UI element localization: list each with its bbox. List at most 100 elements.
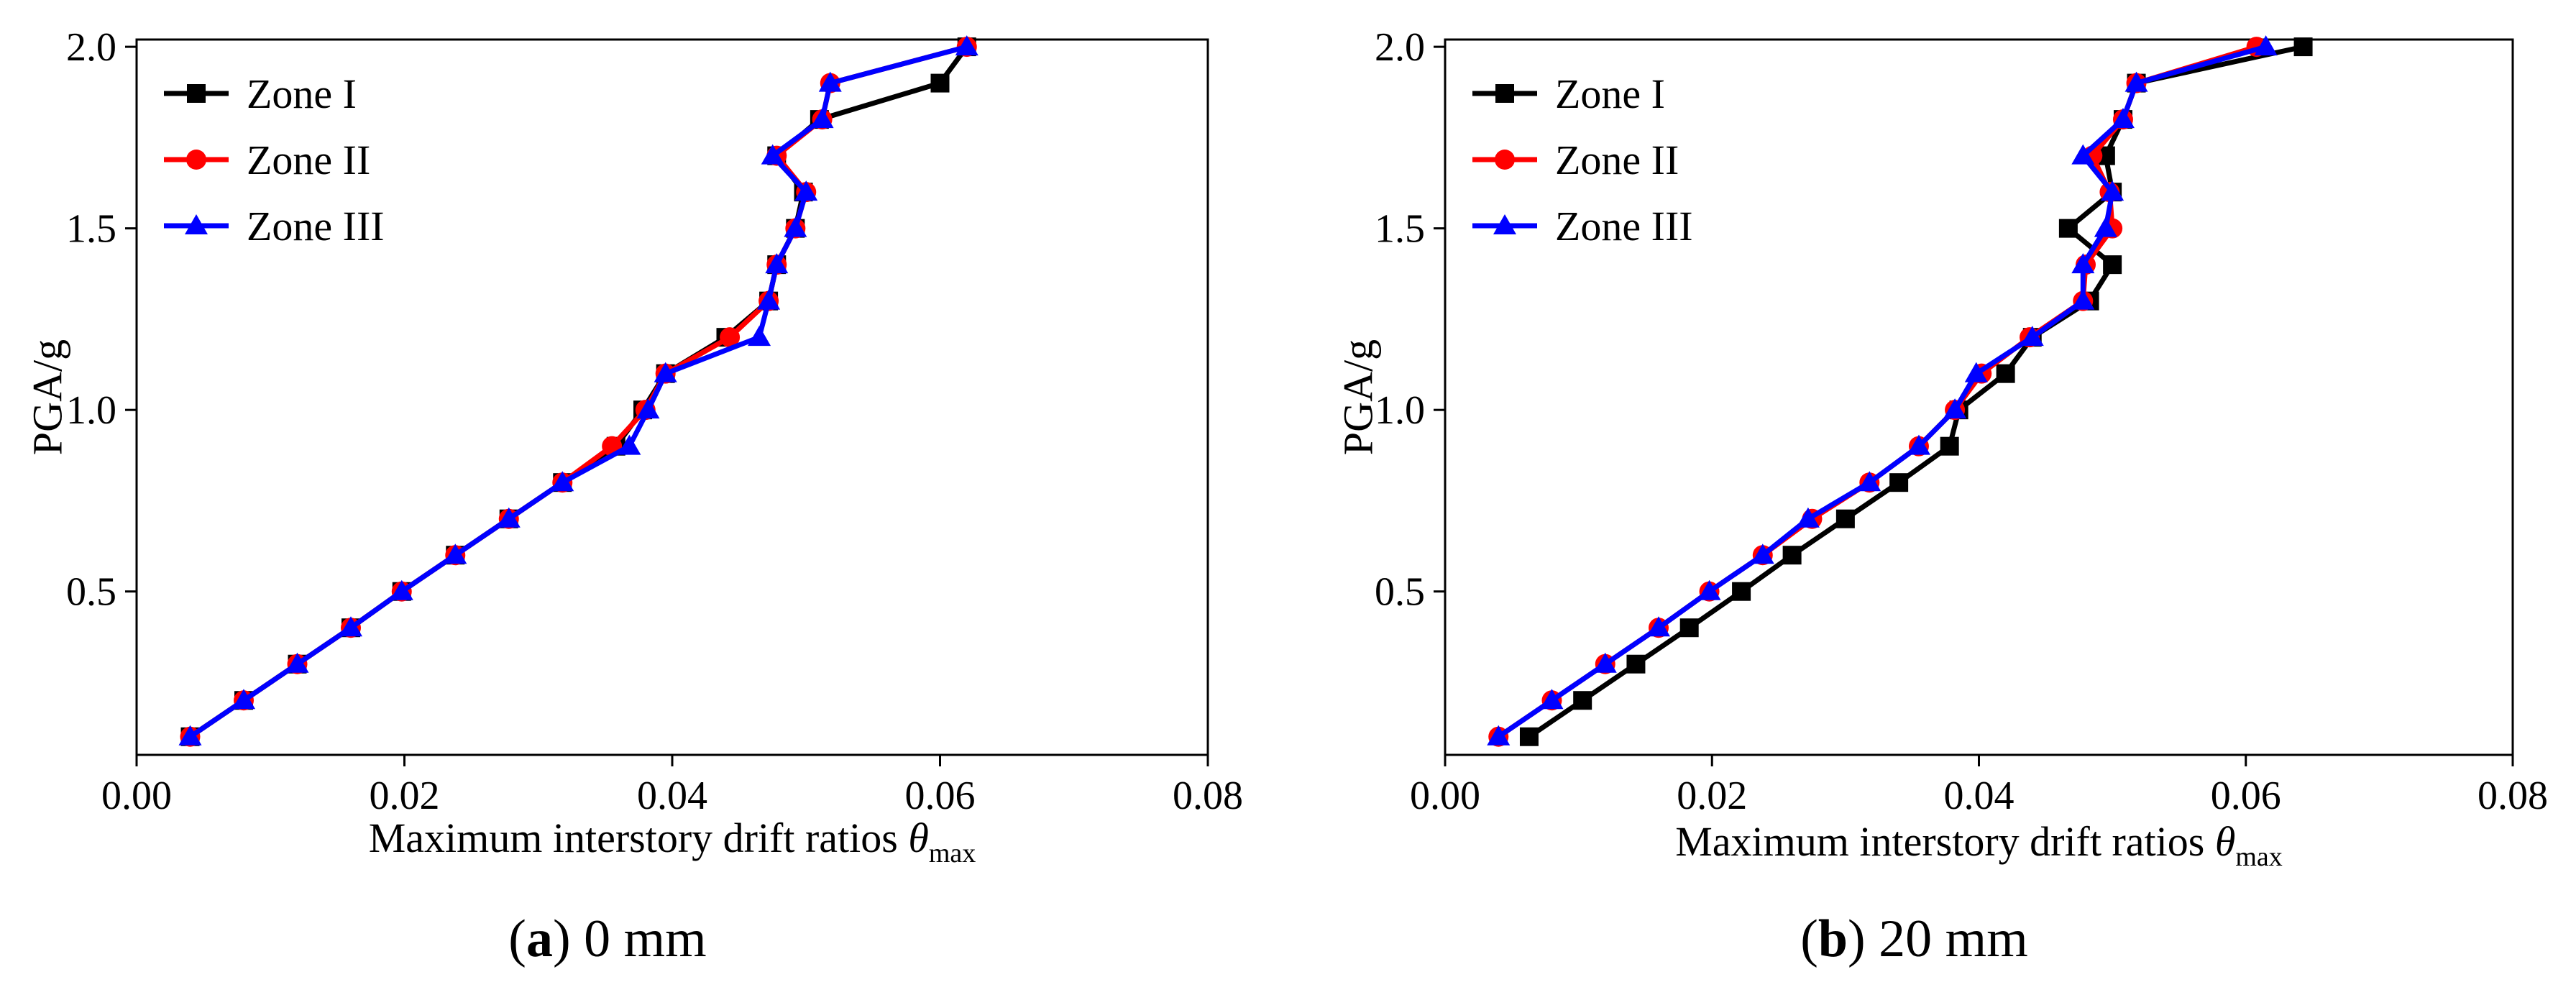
chart-panel-b: 0.00 0.02 0.04 0.06 0.08 0.5 1.0 1.5 2.0 PGA/g Max… <box>1334 25 2548 968</box>
legend: Zone I Zone II Zone III <box>1472 70 1693 249</box>
x-tick-label: 0.08 <box>2478 774 2548 818</box>
series-zone-iii <box>1487 35 2278 746</box>
data-point <box>1487 725 1511 746</box>
x-axis-label-symbol: θ <box>2215 818 2236 865</box>
y-axis-label: PGA/g <box>1334 339 1381 455</box>
data-point <box>1593 652 1617 673</box>
data-point <box>1751 544 1774 564</box>
data-point <box>1943 398 1967 419</box>
data-point <box>818 71 842 92</box>
legend-label: Zone II <box>247 137 370 183</box>
x-axis-label-subscript: max <box>2235 842 2282 872</box>
x-tick-label: 0.06 <box>905 774 976 818</box>
y-tick-label: 1.0 <box>1375 388 1425 433</box>
data-point <box>2071 253 2095 274</box>
x-tick-label: 0.04 <box>637 774 707 818</box>
data-point <box>1732 582 1751 601</box>
data-point <box>1964 362 1988 382</box>
data-point <box>2254 35 2278 56</box>
x-axis-label-text: Maximum interstory drift ratios <box>1675 818 2215 865</box>
x-tick-label: 0.08 <box>1173 774 1243 818</box>
legend-marker <box>185 214 208 234</box>
y-tick-label: 1.0 <box>66 388 116 433</box>
data-point <box>1573 691 1592 710</box>
data-point <box>2020 326 2044 347</box>
data-point <box>2094 216 2117 237</box>
data-point <box>2293 37 2313 57</box>
data-point <box>1858 471 1881 492</box>
caption-text: 20 mm <box>1866 909 2028 968</box>
legend-marker <box>186 150 206 170</box>
y-tick-label: 0.5 <box>66 570 116 615</box>
data-point <box>390 579 413 600</box>
legend-label: Zone III <box>1555 203 1693 249</box>
series-zone-iii <box>178 35 978 746</box>
x-axis-label-symbol: θ <box>908 815 929 861</box>
data-point <box>1540 689 1564 710</box>
legend-marker <box>1495 150 1515 170</box>
data-point <box>339 616 362 637</box>
legend-marker <box>187 84 206 103</box>
caption-paren-close: ) <box>553 909 571 968</box>
caption-paren-open: ( <box>508 909 526 968</box>
caption-letter: a <box>526 909 553 968</box>
data-point <box>794 180 818 201</box>
data-point <box>232 689 255 710</box>
x-tick-label: 0.00 <box>1410 774 1480 818</box>
y-tick-label: 1.5 <box>66 207 116 252</box>
caption-text: 0 mm <box>571 909 707 968</box>
data-point <box>1782 546 1802 565</box>
data-point <box>720 327 741 348</box>
data-point <box>2058 219 2078 238</box>
data-point <box>2111 108 2135 129</box>
x-tick-label: 0.02 <box>1677 774 1747 818</box>
panel-caption: (b) 20 mm <box>1800 909 2028 968</box>
data-point <box>636 398 660 419</box>
data-point <box>618 434 641 455</box>
x-axis-label: Maximum interstory drift ratios θmax <box>1675 818 2283 872</box>
data-point <box>930 73 950 93</box>
data-point <box>1835 509 1855 528</box>
x-axis-label: Maximum interstory drift ratios θmax <box>369 815 976 868</box>
data-point <box>784 216 807 237</box>
data-point <box>757 289 781 310</box>
data-point <box>2103 255 2122 275</box>
legend-label: Zone I <box>1555 70 1665 117</box>
x-tick-label: 0.04 <box>1944 774 2014 818</box>
data-point <box>810 108 834 129</box>
legend-label: Zone I <box>247 70 357 117</box>
data-point <box>497 507 521 528</box>
data-point <box>551 471 574 492</box>
data-point <box>1907 434 1930 455</box>
x-axis-label-text: Maximum interstory drift ratios <box>369 815 909 861</box>
x-tick-label: 0.02 <box>370 774 440 818</box>
data-point <box>2071 144 2095 165</box>
caption-paren-open: ( <box>1800 909 1818 968</box>
chart-panel-a: 0.00 0.02 0.04 0.06 0.08 0.5 1.0 1.5 2.0 PGA/g Max… <box>24 25 1243 968</box>
data-point <box>1889 473 1909 492</box>
caption-paren-close: ) <box>1848 909 1866 968</box>
x-tick-label: 0.06 <box>2211 774 2281 818</box>
data-point <box>178 725 202 746</box>
data-point <box>748 326 771 347</box>
data-point <box>1996 364 2015 383</box>
data-point <box>1519 727 1539 746</box>
data-point <box>444 544 467 564</box>
y-tick-label: 0.5 <box>1375 570 1425 615</box>
data-point <box>765 253 789 274</box>
data-point <box>1796 507 1820 528</box>
data-point <box>955 35 978 56</box>
data-point <box>1940 436 1959 456</box>
caption-letter: b <box>1818 909 1848 968</box>
y-tick-label: 2.0 <box>66 25 116 70</box>
legend-label: Zone II <box>1555 137 1679 183</box>
data-point <box>654 362 677 382</box>
y-tick-label: 1.5 <box>1375 207 1425 252</box>
x-tick-label: 0.00 <box>101 774 172 818</box>
data-point <box>1679 618 1699 638</box>
data-point <box>2101 180 2124 201</box>
data-point <box>1626 654 1646 674</box>
data-point <box>2124 71 2148 92</box>
data-point <box>285 652 309 673</box>
